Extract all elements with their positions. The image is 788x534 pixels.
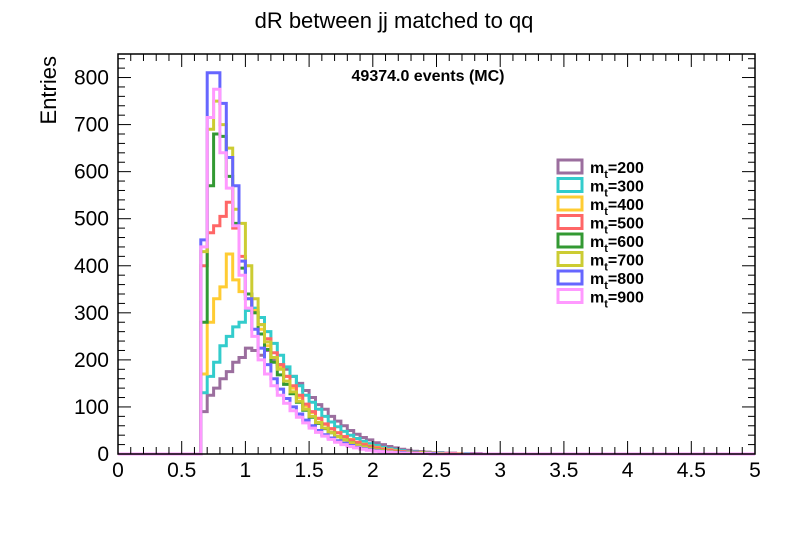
legend-label-value: =700 <box>608 253 644 270</box>
legend-label-main: m <box>590 253 604 270</box>
legend-label-sub: t <box>604 280 608 292</box>
legend-swatch <box>556 232 584 249</box>
legend-label-sub: t <box>604 299 608 311</box>
legend-label-value: =600 <box>608 234 644 251</box>
legend-item-4: mt=600 <box>556 232 644 255</box>
legend-label: mt=500 <box>590 216 644 237</box>
x-tick-labels: 0 0.5 1 1.5 2 2.5 3 3.5 4 4.5 5 <box>112 459 761 482</box>
events-annotation: 49374.0 events (MC) <box>352 68 505 85</box>
legend-item-3: mt=500 <box>556 214 644 237</box>
plot-area: 0 0.5 1 1.5 2 2.5 3 3.5 4 4.5 5 0 100 200 300 400 500 60… <box>74 53 761 482</box>
legend-label: mt=900 <box>590 290 644 311</box>
legend-label-value: =200 <box>608 160 644 177</box>
series-layer <box>118 71 755 456</box>
legend-swatch <box>556 269 584 286</box>
x-tick-label: 1.5 <box>294 459 323 482</box>
legend-item-5: mt=700 <box>556 251 644 274</box>
legend-label: mt=300 <box>590 179 644 200</box>
legend-label-value: =800 <box>608 271 644 288</box>
series-line-1 <box>118 306 755 456</box>
legend-item-1: mt=300 <box>556 177 644 200</box>
legend-label-main: m <box>590 234 604 251</box>
y-axis-label: Entries <box>36 56 61 124</box>
x-tick-label: 3.5 <box>549 459 578 482</box>
tick-marks <box>117 54 756 455</box>
legend-label: mt=800 <box>590 271 644 292</box>
legend-label-value: =400 <box>608 197 644 214</box>
y-tick-label: 300 <box>74 302 109 325</box>
legend-label-sub: t <box>604 243 608 255</box>
y-tick-label: 800 <box>74 67 109 90</box>
series-line-2 <box>118 252 755 456</box>
legend: mt=200mt=300mt=400mt=500mt=600mt=700mt=8… <box>556 158 644 311</box>
legend-label: mt=600 <box>590 234 644 255</box>
legend-label-sub: t <box>604 262 608 274</box>
x-tick-label: 0.5 <box>167 459 196 482</box>
legend-swatch <box>556 251 584 267</box>
legend-label-main: m <box>590 271 604 288</box>
chart-title: dR between jj matched to qq <box>255 8 534 33</box>
x-tick-label: 3 <box>494 459 506 482</box>
x-tick-label: 2.5 <box>422 459 451 482</box>
legend-label-sub: t <box>604 188 608 200</box>
y-tick-label: 100 <box>74 396 109 419</box>
legend-item-6: mt=800 <box>556 269 644 292</box>
y-tick-label: 500 <box>74 208 109 231</box>
legend-label: mt=700 <box>590 253 644 274</box>
legend-swatch <box>556 158 584 175</box>
legend-label: mt=200 <box>590 160 644 181</box>
y-tick-label: 200 <box>74 349 109 372</box>
y-tick-label: 600 <box>74 161 109 184</box>
legend-item-7: mt=900 <box>556 288 644 311</box>
x-tick-label: 0 <box>112 459 124 482</box>
legend-swatch <box>556 177 584 193</box>
legend-swatch <box>556 288 584 304</box>
legend-swatch <box>556 195 584 212</box>
legend-label: mt=400 <box>590 197 644 218</box>
legend-label-main: m <box>590 216 604 233</box>
y-tick-labels: 0 100 200 300 400 500 600 700 800 <box>74 67 109 466</box>
legend-swatch <box>556 214 584 230</box>
x-tick-label: 2 <box>367 459 379 482</box>
legend-label-value: =500 <box>608 216 644 233</box>
x-tick-label: 4 <box>622 459 634 482</box>
legend-label-sub: t <box>604 225 608 237</box>
legend-label-main: m <box>590 160 604 177</box>
y-tick-label: 400 <box>74 255 109 278</box>
y-tick-label: 700 <box>74 114 109 137</box>
series-line-4 <box>118 132 755 456</box>
legend-label-main: m <box>590 179 604 196</box>
legend-label-value: =900 <box>608 290 644 307</box>
legend-label-sub: t <box>604 206 608 218</box>
legend-label-value: =300 <box>608 179 644 196</box>
legend-label-main: m <box>590 197 604 214</box>
legend-label-sub: t <box>604 169 608 181</box>
series-line-3 <box>118 200 755 456</box>
x-tick-label: 1 <box>240 459 252 482</box>
legend-item-2: mt=400 <box>556 195 644 218</box>
legend-item-0: mt=200 <box>556 158 644 181</box>
legend-label-main: m <box>590 290 604 307</box>
y-tick-label: 0 <box>97 443 109 466</box>
x-tick-label: 4.5 <box>677 459 706 482</box>
x-tick-label: 5 <box>749 459 761 482</box>
